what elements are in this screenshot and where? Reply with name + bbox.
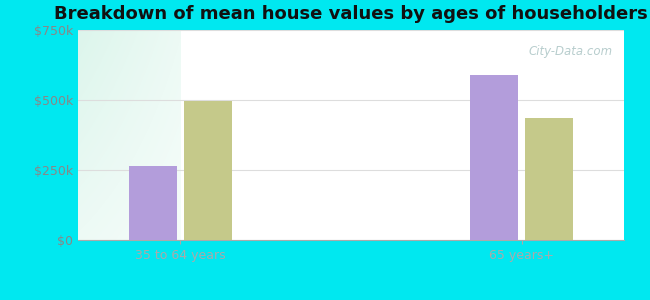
Legend: West Havre, Montana: West Havre, Montana — [237, 296, 465, 300]
Bar — [525, 118, 573, 240]
Title: Breakdown of mean house values by ages of householders: Breakdown of mean house values by ages o… — [54, 5, 648, 23]
Text: City-Data.com: City-Data.com — [529, 45, 613, 58]
Bar — [184, 101, 231, 240]
Bar — [471, 75, 518, 240]
Bar — [129, 166, 177, 240]
